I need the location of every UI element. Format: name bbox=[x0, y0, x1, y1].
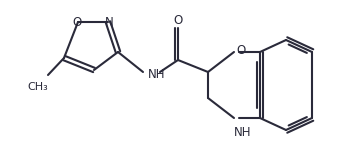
Text: O: O bbox=[174, 15, 183, 27]
Text: O: O bbox=[236, 44, 245, 58]
Text: N: N bbox=[105, 16, 113, 29]
Text: NH: NH bbox=[148, 67, 165, 80]
Text: CH₃: CH₃ bbox=[27, 82, 48, 92]
Text: O: O bbox=[73, 16, 82, 29]
Text: NH: NH bbox=[234, 126, 251, 139]
